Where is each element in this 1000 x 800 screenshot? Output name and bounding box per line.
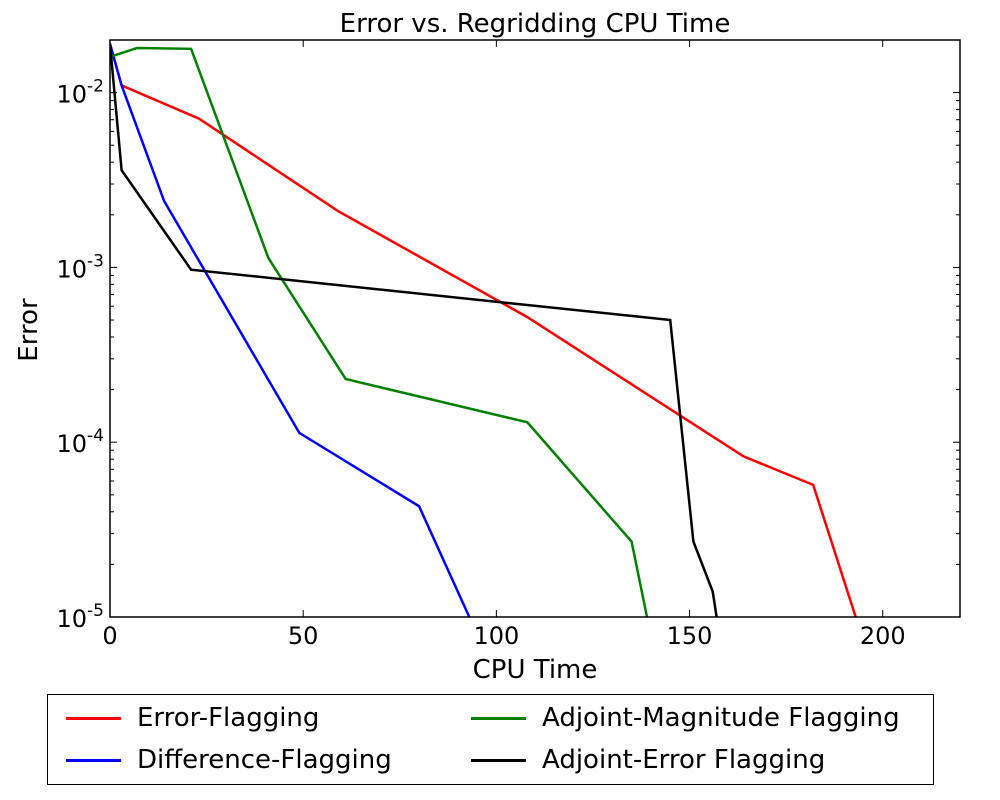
series-line-adjoint-error-flagging	[110, 43, 718, 617]
y-tick-label: 10-4	[57, 426, 105, 458]
x-tick-label: 100	[473, 622, 519, 650]
y-tick-label: 10-2	[57, 77, 105, 109]
legend-item-difference-flagging: Difference-Flagging	[66, 740, 392, 780]
y-axis-label: Error	[14, 298, 44, 362]
legend-item-adjoint-error-flagging: Adjoint-Error Flagging	[471, 740, 825, 780]
legend-swatch	[471, 758, 526, 762]
chart-title: Error vs. Regridding CPU Time	[340, 9, 731, 39]
y-tick-label: 10-3	[57, 251, 105, 283]
legend-item-adjoint-magnitude-flagging: Adjoint-Magnitude Flagging	[471, 698, 900, 738]
x-tick-label: 50	[288, 622, 319, 650]
legend-item-error-flagging: Error-Flagging	[66, 698, 319, 738]
legend-label: Difference-Flagging	[137, 745, 392, 775]
y-tick-label: 10-5	[57, 601, 105, 633]
legend-label: Error-Flagging	[137, 703, 320, 733]
series-line-adjoint-magnitude-flagging	[110, 46, 649, 617]
x-axis-label: CPU Time	[473, 655, 598, 685]
legend-swatch	[66, 758, 121, 762]
x-tick-label: 0	[102, 622, 117, 650]
legend-label: Adjoint-Magnitude Flagging	[542, 703, 900, 733]
legend-swatch	[471, 716, 526, 720]
x-tick-label: 150	[667, 622, 713, 650]
plot-frame	[109, 39, 961, 618]
legend-swatch	[66, 716, 121, 720]
series-line-error-flagging	[110, 43, 857, 617]
series-line-difference-flagging	[110, 43, 471, 617]
legend-label: Adjoint-Error Flagging	[542, 745, 826, 775]
x-tick-label: 200	[860, 622, 906, 650]
legend: Error-Flagging Adjoint-Magnitude Flaggin…	[47, 694, 934, 785]
